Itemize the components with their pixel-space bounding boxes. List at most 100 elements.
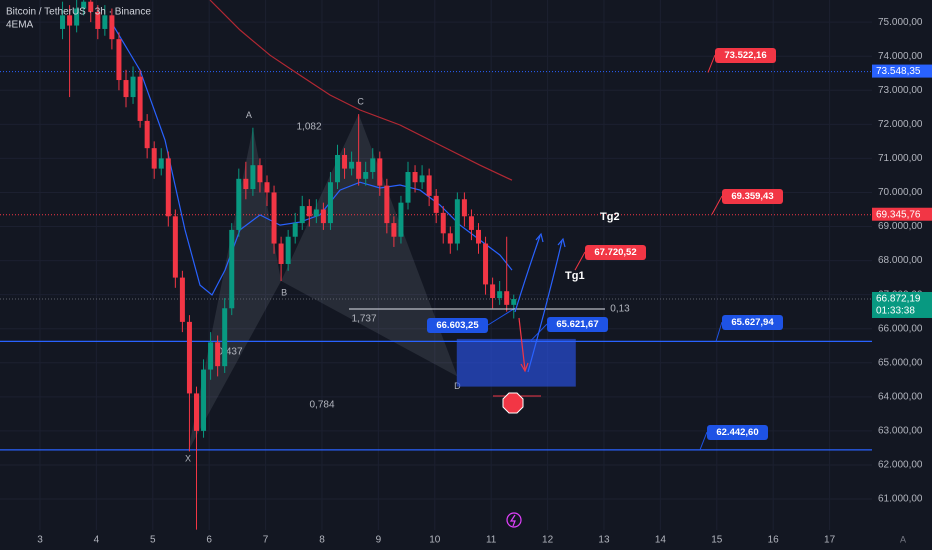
candle-body: [327, 182, 333, 224]
callout-box: [585, 245, 646, 260]
target-label: Tg1: [565, 270, 585, 282]
callout-box: [547, 317, 608, 332]
candle-body: [313, 209, 319, 217]
y-tick-label: 75.000,00: [878, 17, 923, 28]
candle-body: [405, 172, 411, 203]
callout-box: [715, 48, 776, 63]
price-tag: [872, 207, 932, 221]
candle-body: [483, 243, 489, 285]
candle-body: [179, 277, 185, 322]
callout-box: [722, 189, 783, 204]
x-tick-label: 9: [376, 535, 382, 546]
x-tick-label: 14: [655, 535, 667, 546]
indicator-name: 4EMA: [6, 20, 34, 31]
candle-body: [74, 8, 80, 26]
candle-body: [67, 15, 73, 26]
y-tick-label: 62.000,00: [878, 460, 923, 471]
x-tick-label: 13: [598, 535, 610, 546]
candle-body: [447, 233, 453, 244]
candle-body: [278, 243, 284, 264]
candle-body: [426, 175, 432, 196]
candle-body: [363, 172, 369, 179]
candle-body: [292, 223, 298, 237]
x-tick-label: 5: [150, 535, 156, 546]
candle-body: [342, 154, 348, 169]
candle-body: [130, 76, 136, 98]
x-tick-label: 6: [206, 535, 212, 546]
lightning-icon[interactable]: [506, 512, 522, 528]
candle-body: [222, 308, 228, 367]
prz-zone: [456, 338, 576, 387]
y-tick-label: 74.000,00: [878, 51, 923, 62]
candle-body: [250, 165, 256, 190]
candle-body: [116, 39, 122, 81]
candle-body: [88, 1, 94, 12]
callout-pointer: [707, 54, 716, 73]
candle-body: [208, 342, 214, 370]
candle-body: [356, 161, 362, 179]
candle-body: [391, 223, 397, 237]
candle-body: [186, 321, 192, 394]
y-tick-label: 63.000,00: [878, 426, 923, 437]
y-tick-label: 73.000,00: [878, 85, 923, 96]
candle-body: [334, 154, 340, 183]
callout-pointer: [715, 321, 723, 342]
callout-label: 67.720,52: [594, 247, 636, 258]
pattern-point-label: B: [281, 287, 287, 297]
candle-body: [412, 172, 418, 183]
candle-body: [151, 148, 157, 169]
target-label: Tg2: [600, 211, 620, 223]
callout-label: 66.603,25: [436, 320, 479, 331]
auto-scale-button[interactable]: A: [900, 534, 906, 544]
candle-body: [95, 11, 101, 29]
callout-pointer: [711, 195, 723, 215]
y-tick-label: 68.000,00: [878, 255, 923, 266]
x-tick-label: 11: [486, 535, 497, 546]
arrow-up: [527, 240, 563, 373]
time-axis: [0, 530, 932, 550]
candle-body: [440, 212, 446, 234]
pattern-point-label: X: [185, 454, 191, 464]
fib-ratio: 0,437: [217, 347, 242, 358]
candle-body: [461, 199, 467, 217]
y-tick-label: 72.000,00: [878, 119, 923, 130]
candle-body: [504, 291, 510, 305]
candle-body: [172, 216, 178, 278]
candle-body: [454, 199, 460, 244]
callout-box: [722, 315, 783, 330]
candle-body: [377, 158, 383, 186]
y-tick-label: 69.000,00: [878, 221, 923, 232]
callout-pointer: [487, 307, 516, 326]
candle-body: [60, 15, 66, 29]
candle-body: [271, 192, 277, 244]
candle-body: [229, 229, 235, 309]
price-tag-label: 73.548,35: [876, 66, 921, 77]
arrow-up: [514, 235, 541, 313]
candle-body: [264, 182, 270, 193]
price-tag: [872, 64, 932, 78]
y-tick-label: 61.000,00: [878, 494, 923, 505]
y-tick-label: 66.000,00: [878, 323, 923, 334]
x-tick-label: 8: [319, 535, 325, 546]
callout-box: [427, 318, 488, 333]
fib-ratio: 1,737: [351, 314, 376, 325]
candle-body: [370, 158, 376, 173]
candle-body: [165, 158, 171, 217]
pattern-point-label: A: [246, 110, 252, 120]
x-tick-label: 3: [37, 535, 43, 546]
y-tick-label: 71.000,00: [878, 153, 923, 164]
candle-body: [102, 15, 108, 29]
candle-body: [215, 342, 221, 367]
candle-body: [123, 80, 129, 98]
candle-body: [137, 76, 143, 121]
callout-pointer: [699, 431, 708, 451]
callout-label: 73.522,16: [724, 50, 766, 61]
price-tag: [872, 291, 932, 318]
y-tick-label: 70.000,00: [878, 187, 923, 198]
candle-body: [109, 15, 115, 40]
candle-body: [497, 291, 503, 299]
candle-body: [299, 206, 305, 224]
candle-body: [306, 206, 312, 217]
chart-title: Bitcoin / TetherUS · 3h · Binance: [6, 7, 151, 18]
